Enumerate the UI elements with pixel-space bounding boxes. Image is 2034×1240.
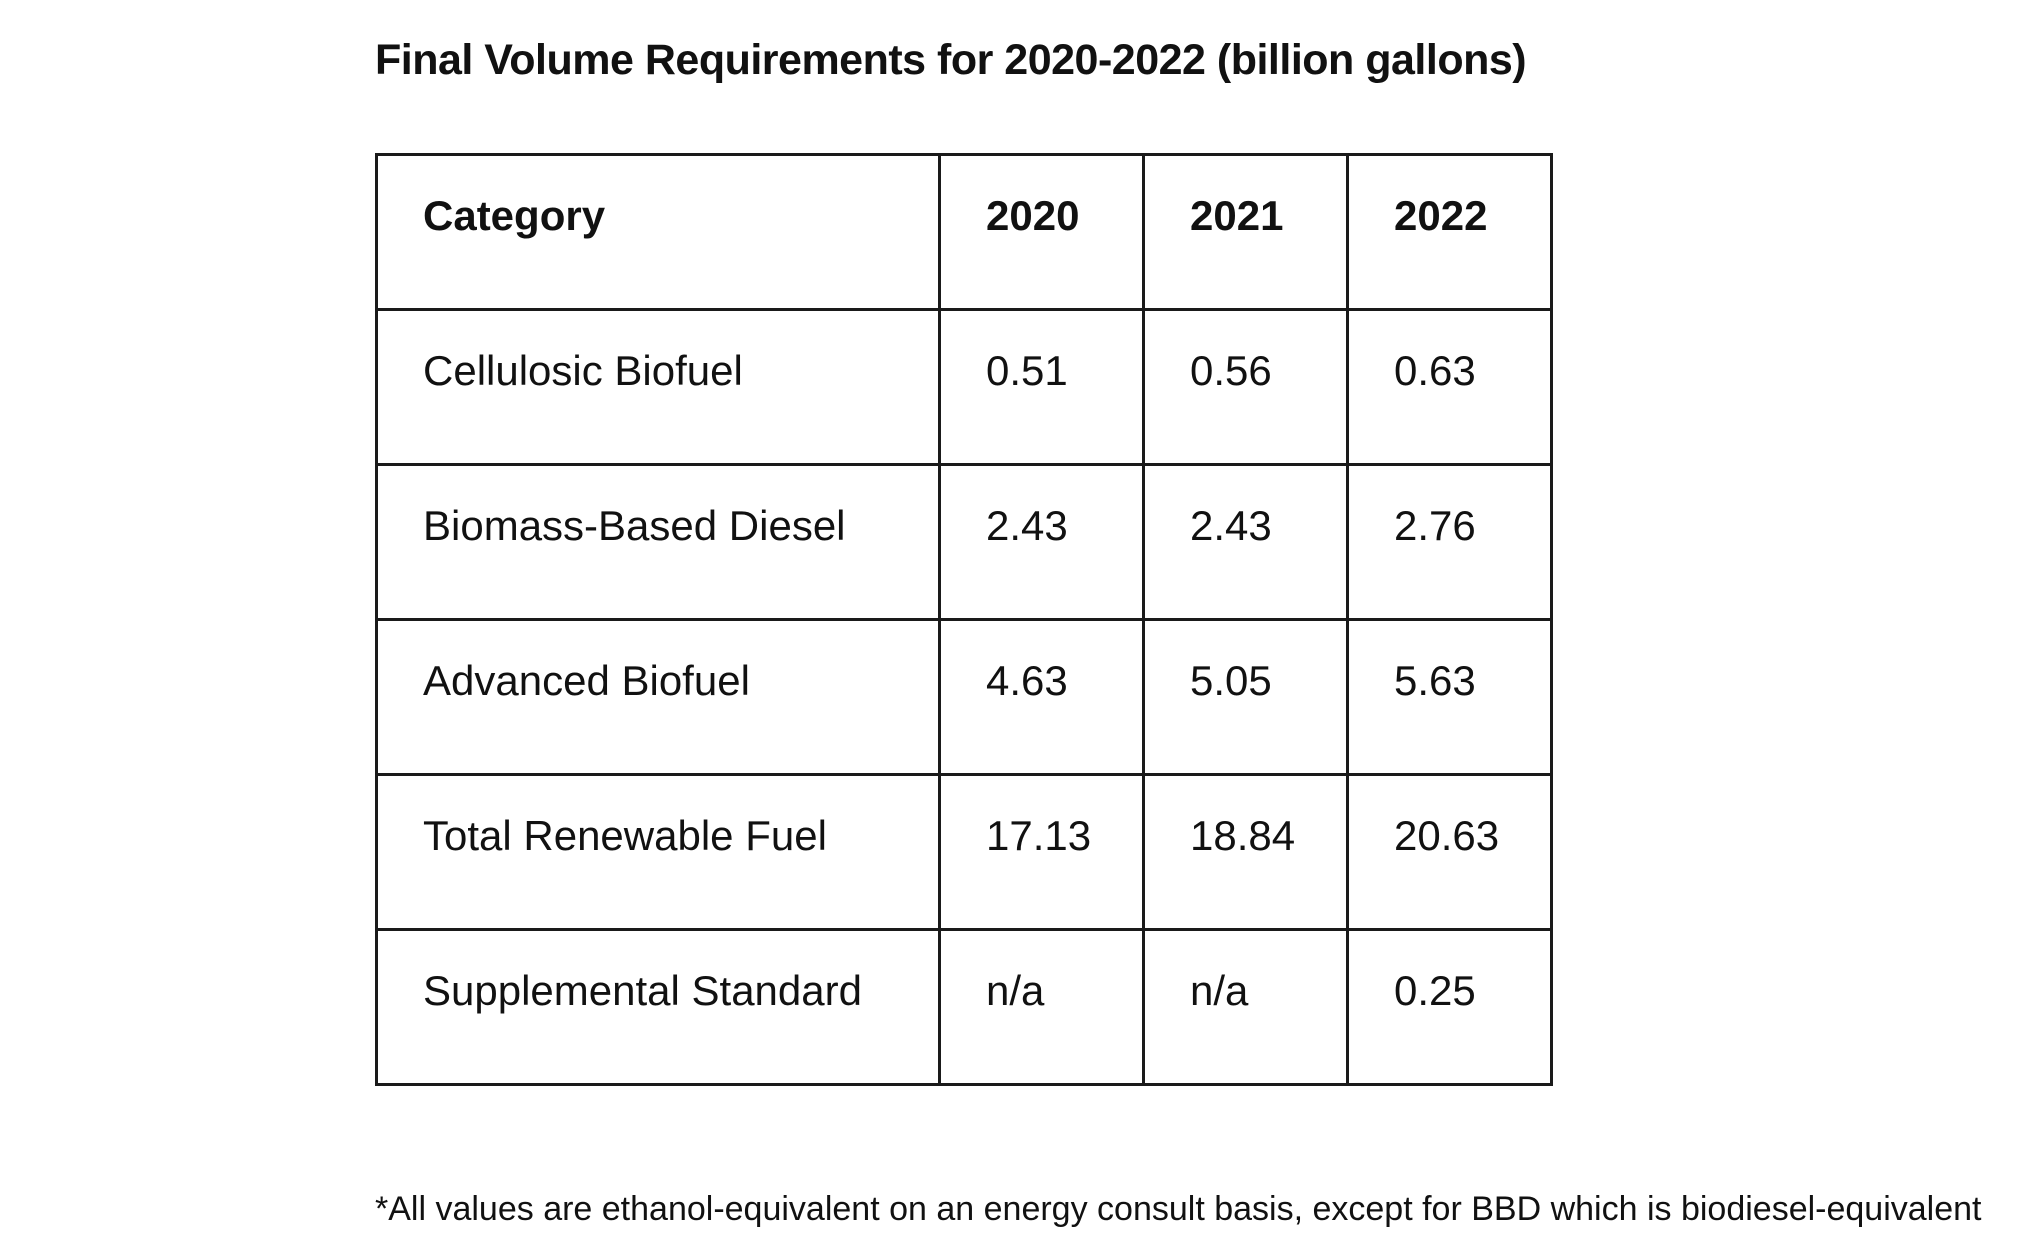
row-value-2022: 0.63 <box>1346 308 1553 466</box>
row-value-2022: 5.63 <box>1346 618 1553 776</box>
row-category: Biomass-Based Diesel <box>375 463 941 621</box>
row-value-2022: 2.76 <box>1346 463 1553 621</box>
row-value-2021: 18.84 <box>1142 773 1349 931</box>
row-value-2020: 2.43 <box>938 463 1145 621</box>
header-2020: 2020 <box>938 153 1145 311</box>
row-value-2020: 17.13 <box>938 773 1145 931</box>
row-category: Advanced Biofuel <box>375 618 941 776</box>
row-category: Cellulosic Biofuel <box>375 308 941 466</box>
table-header-row: Category 2020 2021 2022 <box>375 153 1553 311</box>
row-value-2020: 0.51 <box>938 308 1145 466</box>
row-value-2021: 0.56 <box>1142 308 1349 466</box>
header-2022: 2022 <box>1346 153 1553 311</box>
table-row: Supplemental Standard n/a n/a 0.25 <box>375 928 1553 1086</box>
row-value-2021: 5.05 <box>1142 618 1349 776</box>
table-row: Cellulosic Biofuel 0.51 0.56 0.63 <box>375 308 1553 466</box>
header-category: Category <box>375 153 941 311</box>
table-row: Advanced Biofuel 4.63 5.05 5.63 <box>375 618 1553 776</box>
page-title: Final Volume Requirements for 2020-2022 … <box>375 36 1527 84</box>
header-2021: 2021 <box>1142 153 1349 311</box>
row-value-2020: 4.63 <box>938 618 1145 776</box>
volume-requirements-table: Category 2020 2021 2022 Cellulosic Biofu… <box>375 153 1553 1086</box>
row-value-2020: n/a <box>938 928 1145 1086</box>
row-value-2021: n/a <box>1142 928 1349 1086</box>
row-value-2022: 20.63 <box>1346 773 1553 931</box>
footnote: *All values are ethanol-equivalent on an… <box>375 1190 1982 1228</box>
table-row: Biomass-Based Diesel 2.43 2.43 2.76 <box>375 463 1553 621</box>
table-row: Total Renewable Fuel 17.13 18.84 20.63 <box>375 773 1553 931</box>
row-category: Supplemental Standard <box>375 928 941 1086</box>
row-value-2021: 2.43 <box>1142 463 1349 621</box>
row-category: Total Renewable Fuel <box>375 773 941 931</box>
row-value-2022: 0.25 <box>1346 928 1553 1086</box>
